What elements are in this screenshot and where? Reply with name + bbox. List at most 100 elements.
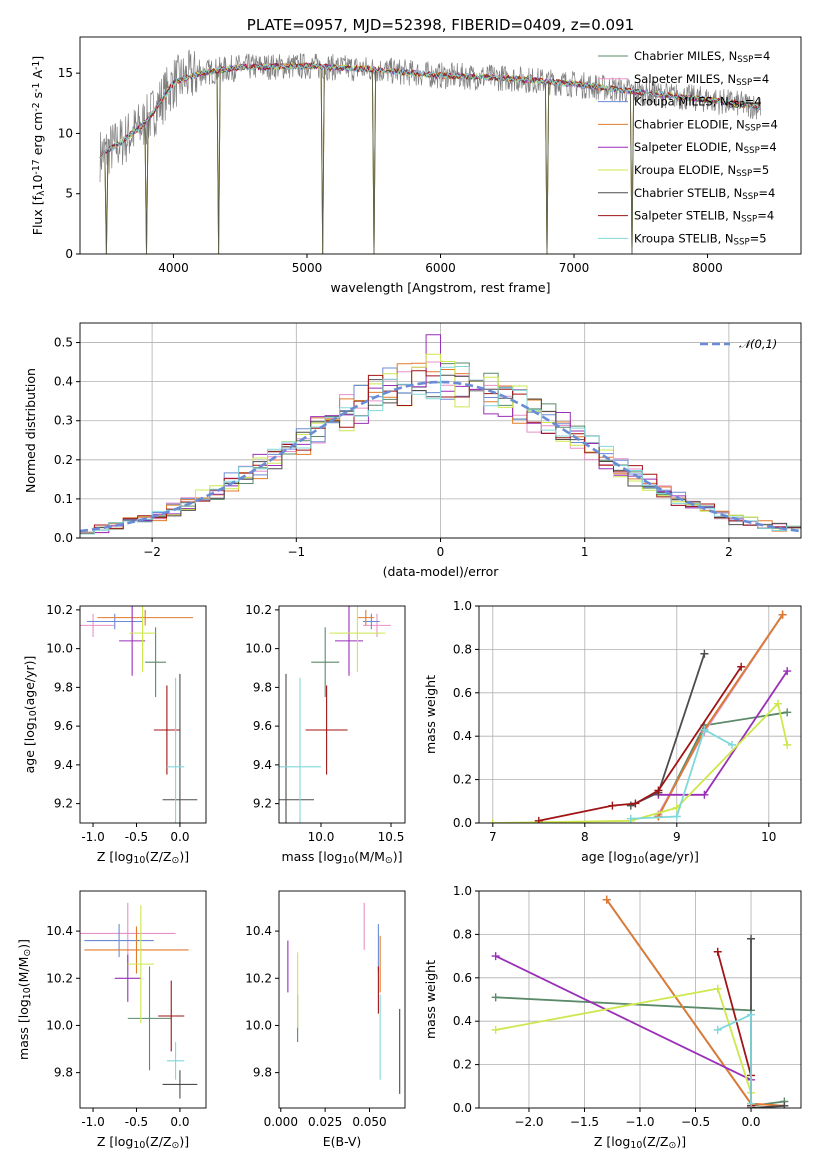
subscript: SSP — [736, 169, 752, 179]
y-tick-label: 10.4 — [46, 924, 73, 938]
errorbar-point — [166, 1041, 185, 1080]
weight-marker — [728, 740, 736, 749]
plot-area — [287, 902, 401, 1094]
y-tick-label: 9.2 — [54, 797, 73, 811]
text-part: =4 — [760, 140, 777, 154]
y-tick-label: 10.0 — [46, 1018, 73, 1032]
weight-line — [492, 701, 789, 823]
text-part: Z [log — [594, 1134, 630, 1149]
superscript: -1 — [31, 82, 42, 91]
x-tick-label: 10.0 — [308, 830, 335, 844]
axes-frame — [478, 605, 802, 824]
text-part: mass weight — [423, 675, 438, 754]
x-tick-label: 8000 — [692, 261, 723, 275]
subscript: SSP — [734, 238, 750, 248]
y-tick-label: 10.2 — [245, 603, 272, 617]
errorbar-point — [145, 627, 167, 698]
text-part: (Z/Z — [145, 849, 171, 864]
errorbar-point — [335, 606, 363, 676]
weight-marker — [713, 984, 722, 993]
x-tick-label: 7 — [489, 830, 497, 844]
axes-frame — [278, 605, 406, 824]
axis-decoration: -1.0 -0.5 0.09.29.49.69.810.010.2Z [log10(… — [22, 603, 207, 866]
text-part: )] — [179, 1134, 189, 1149]
weight-marker — [631, 799, 640, 808]
y-tick-label: 10.0 — [46, 642, 73, 656]
plot-area — [80, 334, 801, 535]
legend-label: Salpeter ELODIE, NSSP=4 — [634, 140, 777, 156]
subscript: ⊙ — [385, 855, 393, 866]
weight-line — [630, 728, 733, 820]
weight-marker — [747, 1010, 756, 1019]
superscript: -1 — [31, 61, 42, 70]
legend: 𝒩(0,1) — [700, 337, 777, 351]
subscript: SSP — [736, 78, 752, 88]
y-tick-label: 0.4 — [54, 375, 73, 389]
text-part: wavelength [Angstrom, rest frame] — [330, 280, 550, 295]
y-tick-label: 0.8 — [453, 927, 472, 941]
subscript: ⊙ — [669, 1140, 677, 1151]
y-tick-label: 1.0 — [453, 884, 472, 898]
y-axis-label: Normed distribution — [23, 368, 38, 493]
x-tick-label: 9 — [673, 830, 681, 844]
y-axis-label: mass weight — [423, 960, 438, 1039]
weight-marker — [700, 790, 709, 799]
y-tick-label: 0.6 — [453, 686, 472, 700]
plot-area — [99, 49, 762, 254]
weight-marker — [626, 814, 635, 823]
text-part: =5 — [750, 231, 767, 245]
text-part: =4 — [745, 95, 762, 109]
legend-label: Salpeter STELIB, NSSP=4 — [634, 209, 774, 225]
x-tick-label: -0.5 — [125, 1115, 148, 1129]
errorbar-point — [162, 1070, 198, 1099]
x-tick-label: −1 — [287, 545, 305, 559]
y-tick-label: 9.6 — [253, 719, 272, 733]
legend-label: Chabrier STELIB, NSSP=4 — [634, 186, 775, 202]
x-tick-label: 0.000 — [264, 1115, 298, 1129]
x-tick-label: -1.0 — [81, 1115, 104, 1129]
errorbar-point — [127, 905, 154, 1024]
subscript: 10 — [22, 987, 33, 999]
axes-frame — [278, 890, 406, 1109]
weight-series — [626, 649, 709, 810]
subscript: 10 — [342, 855, 354, 866]
weight-marker — [672, 812, 681, 821]
weight-marker — [491, 993, 500, 1002]
subscript: SSP — [729, 101, 745, 111]
x-tick-label: −1.5 — [570, 1115, 599, 1129]
errorbar-point — [127, 966, 172, 1071]
axes-frame — [79, 890, 207, 1109]
axes-mass_vs_Z: -1.0 -0.5 0.09.810.010.210.4Z [log10(Z/Z⊙)… — [16, 890, 207, 1151]
text-part: mass [log — [16, 999, 31, 1060]
weight-marker — [713, 947, 722, 956]
subscript: ⊙ — [172, 1140, 180, 1151]
y-tick-label: 10.0 — [245, 1018, 272, 1032]
x-tick-label: 10 — [761, 830, 776, 844]
subscript: 10 — [632, 855, 644, 866]
y-tick-label: 15 — [58, 66, 73, 80]
model-spectrum — [99, 62, 761, 159]
text-part: Chabrier MILES, N — [634, 49, 737, 63]
text-part: Kroupa STELIB, N — [634, 231, 734, 245]
text-part: E(B-V) — [323, 1134, 362, 1149]
text-part: age [log — [22, 722, 37, 773]
axes-age_vs_Z: -1.0 -0.5 0.09.29.49.69.810.010.2Z [log10(… — [22, 603, 207, 866]
text-part: )] — [16, 939, 31, 949]
y-tick-label: 0.0 — [54, 531, 73, 545]
errorbar-point — [158, 980, 185, 1052]
text-part: Normed distribution — [23, 368, 38, 493]
subscript: λ — [36, 190, 47, 196]
weight-marker — [783, 740, 792, 749]
x-tick-label: 2 — [725, 545, 733, 559]
x-tick-label: 4000 — [158, 261, 189, 275]
y-tick-label: 9.4 — [54, 758, 73, 772]
plot-area — [279, 606, 391, 823]
legend-label: Chabrier MILES, NSSP=4 — [634, 49, 770, 65]
errorbar-point — [357, 609, 375, 626]
errorbar-point — [80, 613, 115, 637]
y-tick-label: 0.2 — [54, 453, 73, 467]
text-part: Flux [f — [30, 195, 45, 235]
weight-line — [657, 711, 788, 817]
